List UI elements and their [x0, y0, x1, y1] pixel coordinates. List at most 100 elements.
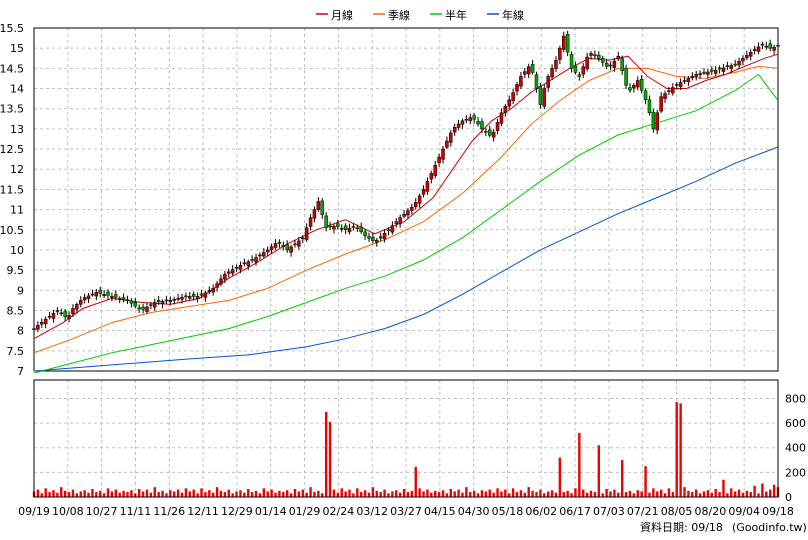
- candle-body: [456, 123, 461, 128]
- volume-bar: [239, 490, 242, 497]
- candle-body: [733, 63, 737, 66]
- x-tick-label: 09/19: [18, 505, 50, 518]
- volume-bar: [628, 490, 632, 497]
- volume-bar: [223, 492, 227, 497]
- volume-bar: [469, 492, 472, 497]
- candle-body: [82, 297, 87, 301]
- candle-body: [624, 68, 628, 86]
- volume-bar: [231, 493, 234, 497]
- y-tick-label: 11.5: [0, 183, 24, 196]
- candle-body: [32, 328, 36, 330]
- volume-bar: [114, 489, 118, 497]
- volume-bar: [609, 491, 612, 497]
- candle-body: [585, 56, 589, 70]
- candle-body: [172, 299, 176, 301]
- volume-bar: [247, 488, 250, 497]
- candle-body: [133, 301, 138, 307]
- volume-bar: [648, 492, 651, 497]
- volume-bar: [95, 492, 98, 497]
- candle-body: [437, 156, 441, 164]
- candle-body: [191, 293, 196, 297]
- candle-body: [125, 299, 130, 301]
- volume-bar: [274, 492, 277, 497]
- candle-body: [565, 34, 570, 53]
- volume-bar: [52, 490, 55, 497]
- candle-body: [402, 213, 406, 217]
- volume-bar: [656, 491, 659, 497]
- volume-bar: [126, 492, 129, 497]
- candle-body: [75, 304, 79, 310]
- volume-bar: [157, 492, 160, 497]
- volume-bar: [106, 488, 110, 497]
- candle-body: [355, 227, 360, 229]
- volume-bar: [772, 484, 776, 497]
- volume-bar: [441, 490, 445, 497]
- volume-bar: [235, 491, 238, 497]
- volume-bar: [504, 489, 507, 497]
- volume-bar: [219, 490, 223, 497]
- x-tick-label: 01/29: [289, 505, 321, 518]
- volume-bar: [753, 485, 756, 497]
- y-tick-label: 15: [10, 42, 24, 55]
- volume-bar: [722, 479, 725, 497]
- y-tick-label: 11: [10, 204, 24, 217]
- candle-body: [452, 127, 457, 133]
- volume-bar: [289, 493, 293, 497]
- candle-body: [550, 68, 554, 78]
- candle-body: [246, 261, 250, 267]
- volume-bar: [169, 490, 172, 497]
- candle-body: [281, 245, 286, 247]
- x-tick-label: 04/15: [424, 505, 456, 518]
- candle-body: [752, 49, 757, 51]
- candle-body: [593, 54, 597, 57]
- candle-body: [117, 298, 122, 300]
- volume-bar: [562, 492, 565, 497]
- candle-body: [686, 78, 691, 83]
- candle-body: [328, 225, 332, 228]
- volume-bar: [535, 492, 538, 497]
- volume-bar: [558, 457, 562, 497]
- candle-body: [258, 254, 262, 257]
- volume-bar: [313, 492, 316, 497]
- candle-body: [141, 306, 145, 310]
- candle-body: [600, 57, 605, 63]
- volume-bar: [375, 490, 378, 497]
- candle-body: [78, 300, 83, 305]
- candle-body: [647, 99, 652, 113]
- volume-bar: [137, 488, 141, 497]
- volume-bar: [60, 487, 63, 497]
- volume-bar: [71, 489, 75, 497]
- volume-bar: [457, 489, 460, 497]
- chart-legend: 月線 季線 半年 年線: [316, 8, 524, 22]
- candle-body: [59, 312, 64, 315]
- candle-body: [43, 318, 48, 325]
- volume-bar: [620, 460, 624, 497]
- volume-bar: [243, 492, 246, 497]
- candle-body: [756, 46, 761, 52]
- x-tick-label: 06/17: [559, 505, 591, 518]
- volume-bar: [176, 489, 180, 497]
- volume-bar: [293, 488, 297, 497]
- volume-bar: [601, 493, 604, 497]
- candle-body: [110, 296, 114, 298]
- volume-bar: [582, 489, 585, 497]
- volume-bar: [515, 492, 519, 497]
- candle-body: [203, 292, 208, 298]
- candle-body: [515, 84, 519, 92]
- volume-bar: [340, 488, 343, 497]
- candle-body: [304, 227, 309, 240]
- price-panel: 15.5 15 14.5 14 13.5 13 12.5 12 11.5 11 10.5 10 9.5 9…: [0, 22, 780, 378]
- candle-body: [690, 76, 695, 78]
- candle-body: [768, 43, 772, 49]
- volume-bar: [153, 487, 156, 497]
- x-tick-label: 07/03: [593, 505, 625, 518]
- candle-body: [195, 296, 200, 299]
- candle-body: [460, 120, 465, 125]
- candle-body: [285, 244, 289, 251]
- candle-body: [390, 225, 395, 233]
- candle-body: [184, 295, 188, 298]
- volume-bar: [266, 491, 269, 497]
- volume-bar: [391, 491, 394, 497]
- candle-body: [694, 74, 698, 77]
- volume-bar: [659, 489, 663, 497]
